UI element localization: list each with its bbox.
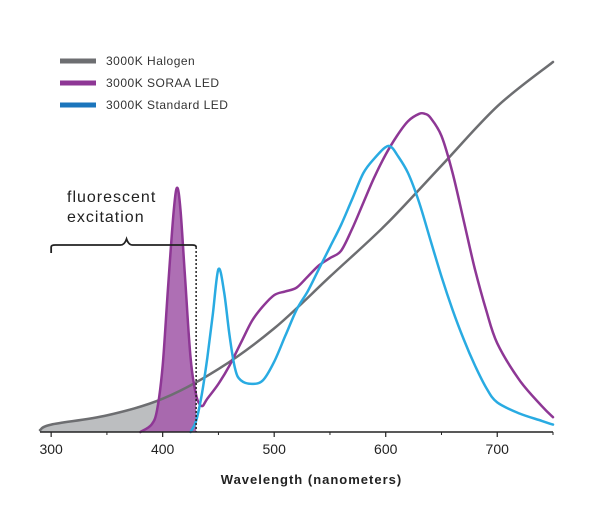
x-axis-label: Wavelength (nanometers) (221, 472, 402, 487)
series-lines (38, 60, 555, 434)
legend-label-2: 3000K SORAA LED (106, 76, 220, 90)
legend-label-1: 3000K Halogen (106, 54, 195, 68)
legend-item-3: 3000K Standard LED (60, 98, 228, 112)
series-line-2 (139, 111, 555, 434)
series-line-3 (189, 144, 555, 434)
x-tick-label-700: 700 (486, 441, 510, 457)
x-tick-label-500: 500 (263, 441, 287, 457)
series-line-1 (38, 60, 555, 432)
x-tick-label-600: 600 (374, 441, 398, 457)
legend-label-3: 3000K Standard LED (106, 98, 228, 112)
legend-item-2: 3000K SORAA LED (60, 76, 220, 90)
annotations: fluorescent excitation (50, 189, 198, 432)
annotation-text-line-2: excitation (67, 209, 145, 226)
legend-item-1: 3000K Halogen (60, 54, 195, 68)
x-tick-label-400: 400 (151, 441, 175, 457)
annotation-text-line-1: fluorescent (67, 189, 156, 206)
legend: 3000K Halogen 3000K SORAA LED 3000K Standa… (60, 54, 228, 112)
brace-bracket (50, 236, 198, 253)
axes: 300 400 500 600 700 Wavelength (nanometers) (39, 431, 554, 487)
x-tick-label-300: 300 (39, 441, 63, 457)
